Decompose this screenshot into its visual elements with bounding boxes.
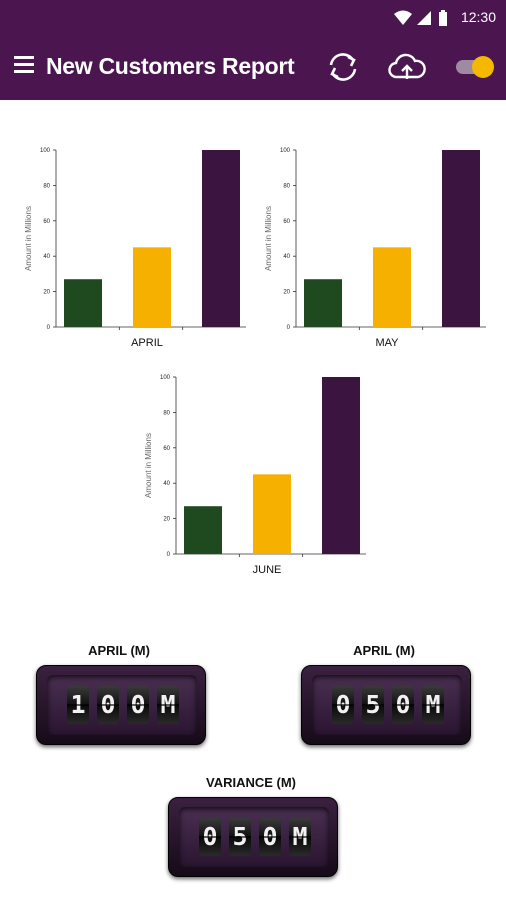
bar <box>442 150 480 327</box>
app-bar: New Customers Report <box>0 34 506 100</box>
counter-digit: M <box>157 686 179 724</box>
y-tick-label: 100 <box>160 375 171 381</box>
y-tick-label: 60 <box>43 219 50 225</box>
counter-digit: 1 <box>67 686 89 724</box>
chart-june-xlabel: JUNE <box>252 564 282 576</box>
status-bar: 12:30 <box>0 0 506 34</box>
y-axis-label: Amount in Millions <box>24 206 33 271</box>
y-tick-label: 0 <box>287 325 291 331</box>
y-tick-label: 100 <box>280 148 291 154</box>
counter-variance: 0 5 0 M <box>168 797 338 877</box>
bar <box>373 247 411 327</box>
counter-digit: 0 <box>199 818 221 856</box>
chart-may-svg: 0 20 40 60 80 100 Amount in Millions <box>264 148 486 331</box>
chart-april-xlabel: APRIL <box>131 337 163 349</box>
y-tick-label: 40 <box>43 254 50 260</box>
y-tick-label: 20 <box>163 517 170 523</box>
counter-april-label: APRIL (M) <box>88 643 150 658</box>
counter-variance-label: VARIANCE (M) <box>205 775 297 790</box>
counter-digit: 0 <box>332 686 354 724</box>
y-tick-label: 40 <box>283 254 290 260</box>
battery-icon <box>439 10 447 26</box>
counter-april-2-label: APRIL (M) <box>353 643 415 658</box>
counter-digit: 5 <box>362 686 384 724</box>
counter-digit: 5 <box>229 818 251 856</box>
y-tick-label: 60 <box>163 446 170 452</box>
bar <box>322 377 360 554</box>
counter-digit: M <box>289 818 311 856</box>
cloud-upload-icon[interactable] <box>388 51 426 83</box>
y-tick-label: 0 <box>47 325 51 331</box>
counter-digit: 0 <box>259 818 281 856</box>
bar <box>253 474 291 554</box>
bar <box>184 506 222 554</box>
counter-digit: 0 <box>97 686 119 724</box>
y-axis-label: Amount in Millions <box>264 206 273 271</box>
bar <box>202 150 240 327</box>
y-tick-label: 80 <box>163 410 170 416</box>
signal-icon <box>417 11 431 25</box>
counter-digit: M <box>422 686 444 724</box>
y-axis-label: Amount in Millions <box>144 433 153 498</box>
wifi-icon <box>394 10 412 25</box>
counter-digit: 0 <box>127 686 149 724</box>
chart-april: 0 20 40 60 80 100 Amount in Millions APRIL <box>20 140 250 355</box>
bar <box>304 279 342 327</box>
y-tick-label: 40 <box>163 481 170 487</box>
counter-april-2: 0 5 0 M <box>301 665 471 745</box>
page-title: New Customers Report <box>46 53 295 79</box>
counter-april: 1 0 0 M <box>36 665 206 745</box>
status-time: 12:30 <box>460 9 496 25</box>
y-tick-label: 80 <box>283 183 290 189</box>
theme-toggle[interactable] <box>454 55 494 79</box>
chart-may: 0 20 40 60 80 100 Amount in Millions MAY <box>260 140 490 355</box>
refresh-icon[interactable] <box>325 49 361 85</box>
chart-may-xlabel: MAY <box>375 337 399 349</box>
y-tick-label: 60 <box>283 219 290 225</box>
chart-april-svg: 0 20 40 60 80 100 Amount in Millions <box>24 148 246 331</box>
y-tick-label: 20 <box>283 290 290 296</box>
chart-june-svg: 0 20 40 60 80 100 Amount in Millions <box>144 375 366 558</box>
chart-june: 0 20 40 60 80 100 Amount in Millions JUNE <box>140 367 370 582</box>
y-tick-label: 100 <box>40 148 51 154</box>
y-tick-label: 20 <box>43 290 50 296</box>
bar <box>64 279 102 327</box>
menu-icon[interactable] <box>14 56 36 78</box>
bar <box>133 247 171 327</box>
counter-digit: 0 <box>392 686 414 724</box>
y-tick-label: 0 <box>167 552 171 558</box>
y-tick-label: 80 <box>43 183 50 189</box>
